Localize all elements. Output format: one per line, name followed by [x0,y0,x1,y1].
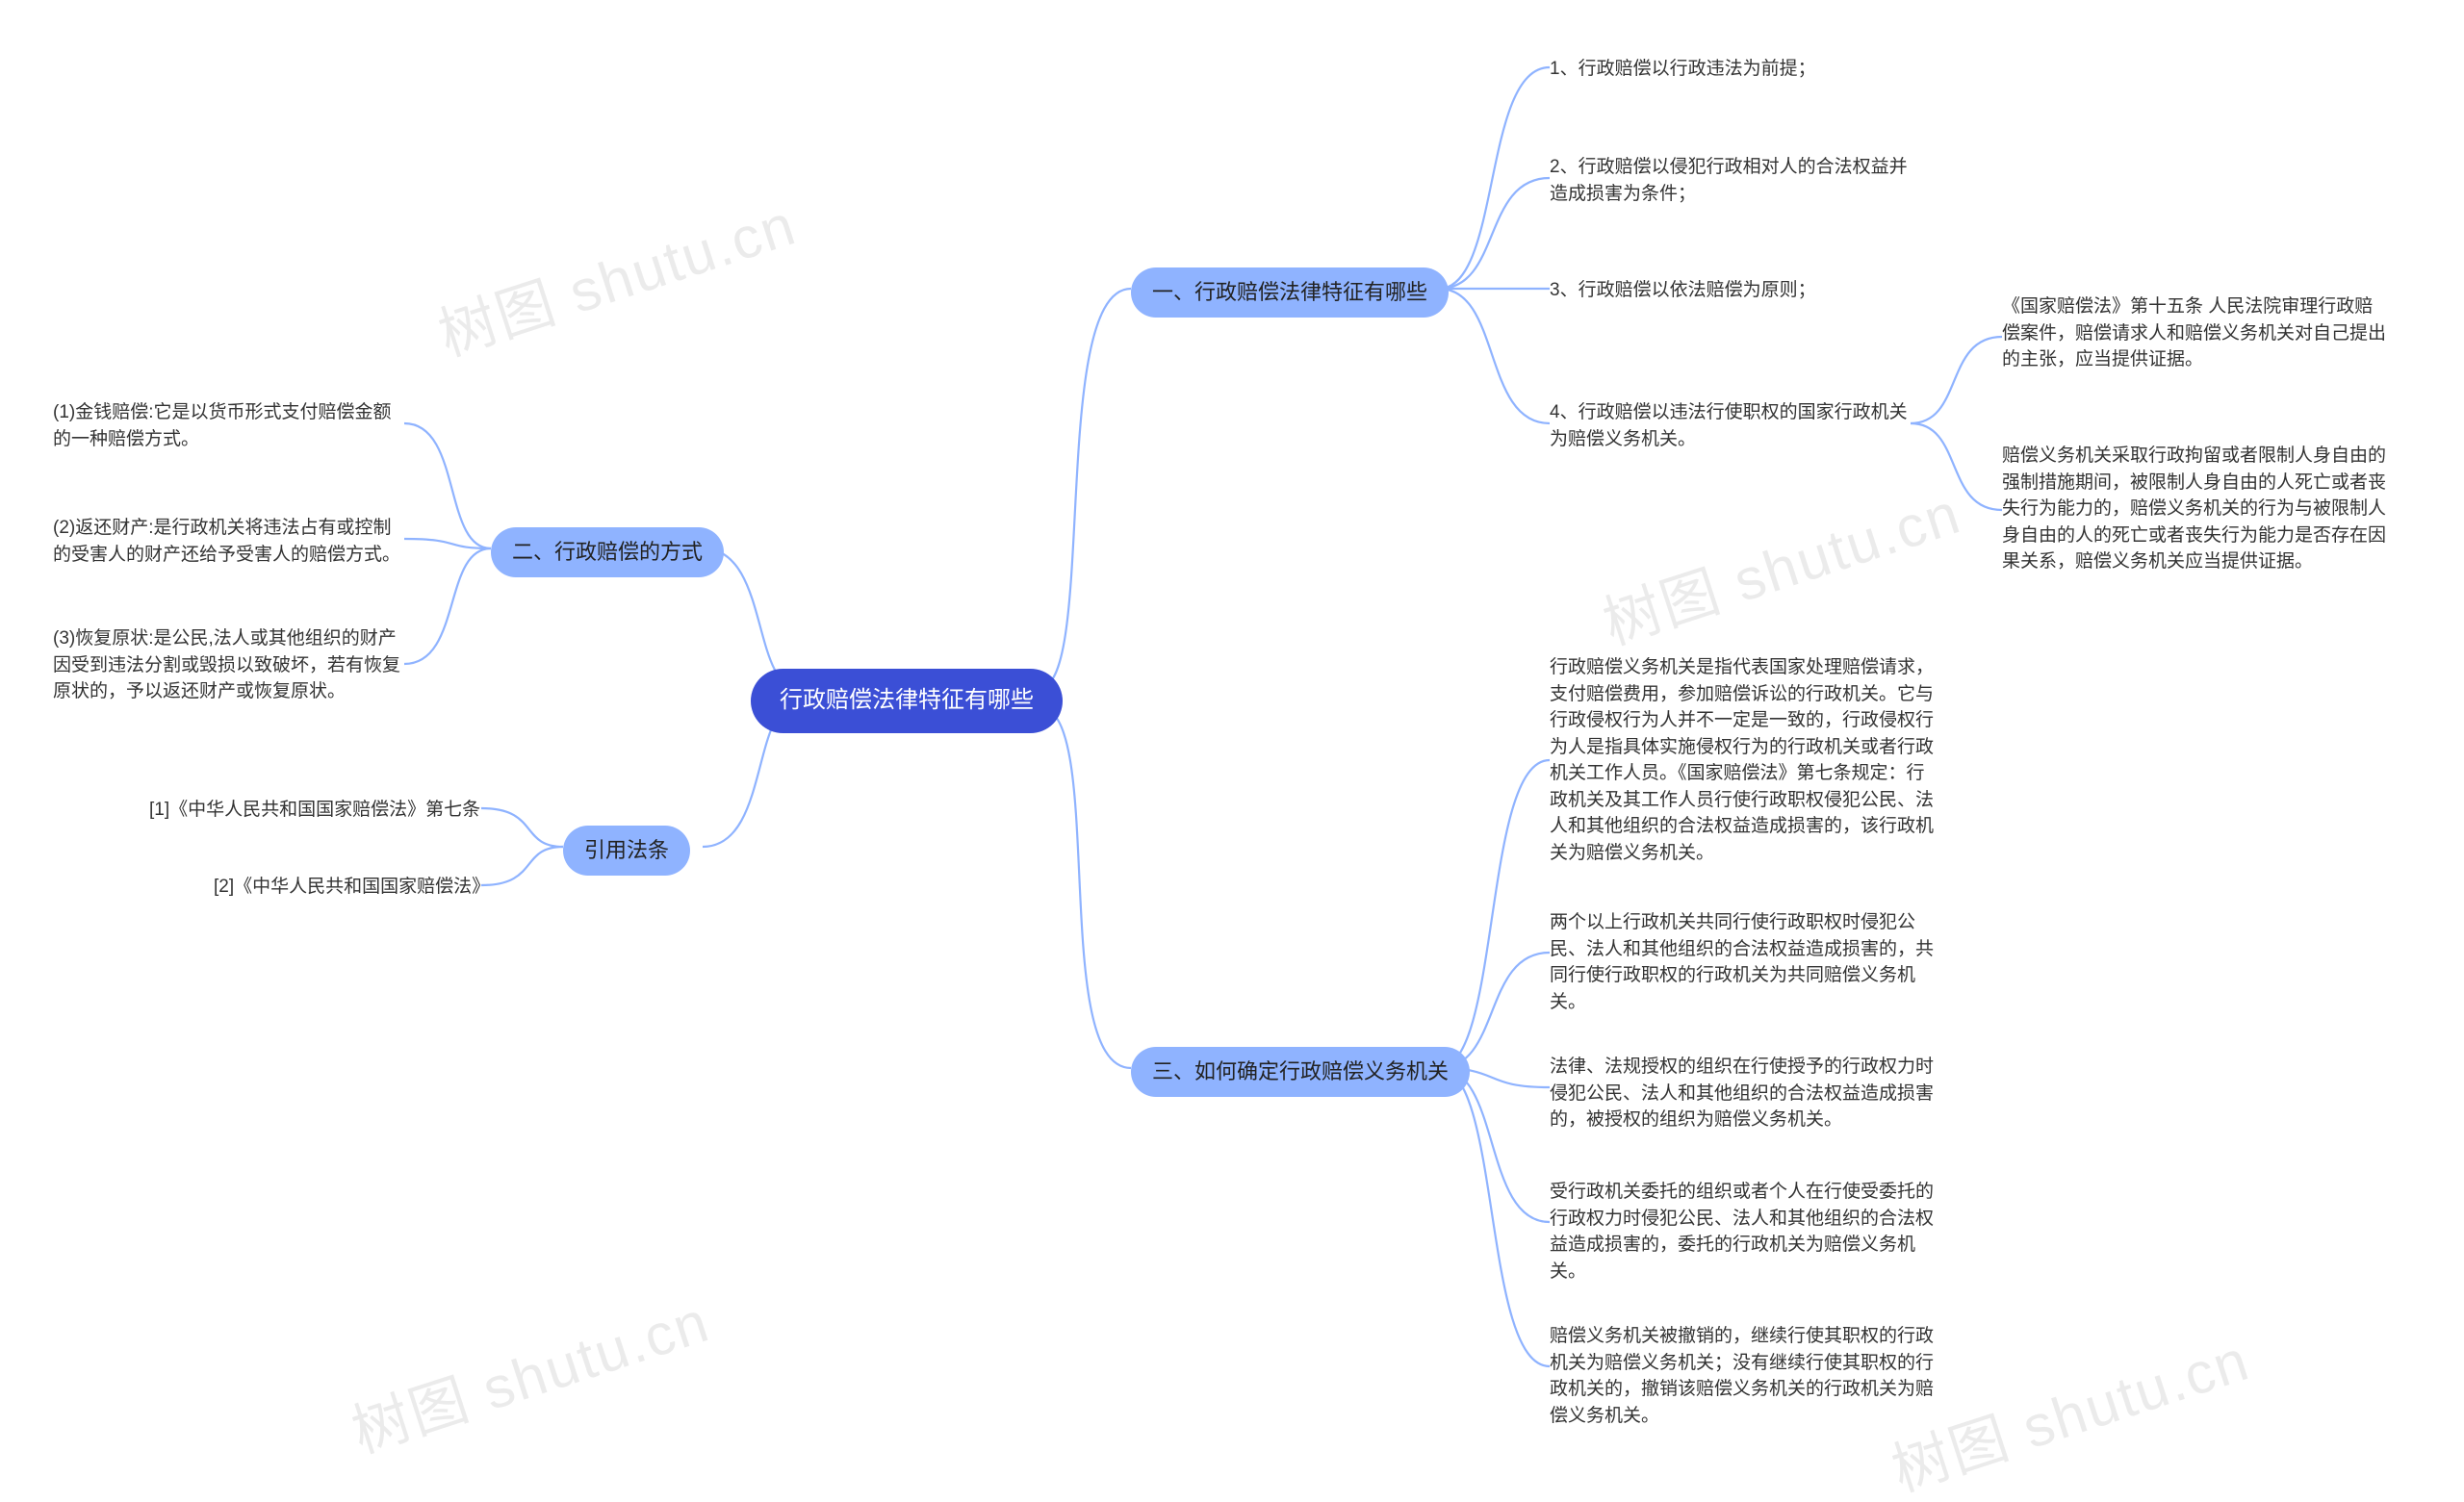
leaf-obligor-2: 两个以上行政机关共同行使行政职权时侵犯公民、法人和其他组织的合法权益造成损害的，… [1550,909,1935,1015]
leaf-obligor-1: 行政赔偿义务机关是指代表国家处理赔偿请求，支付赔偿费用，参加赔偿诉讼的行政机关。… [1550,654,1935,866]
leaf-feature-4: 4、行政赔偿以违法行使职权的国家行政机关为赔偿义务机关。 [1550,399,1915,452]
branch-citations[interactable]: 引用法条 [563,826,690,876]
watermark: 树图 shutu.cn [1591,467,1970,661]
leaf-feature-4a: 《国家赔偿法》第十五条 人民法院审理行政赔偿案件，赔偿请求人和赔偿义务机关对自己… [2002,293,2387,373]
root-node[interactable]: 行政赔偿法律特征有哪些 [751,669,1063,733]
leaf-obligor-4: 受行政机关委托的组织或者个人在行使受委托的行政权力时侵犯公民、法人和其他组织的合… [1550,1179,1935,1285]
connector-layer [0,0,2464,1502]
leaf-method-1: (1)金钱赔偿:它是以货币形式支付赔偿金额的一种赔偿方式。 [53,399,409,452]
leaf-feature-3: 3、行政赔偿以依法赔偿为原则； [1550,277,1816,304]
watermark: 树图 shutu.cn [340,1275,719,1469]
leaf-cite-1: [1]《中华人民共和国国家赔偿法》第七条 [149,797,480,824]
branch-methods[interactable]: 二、行政赔偿的方式 [491,527,724,577]
branch-obligor[interactable]: 三、如何确定行政赔偿义务机关 [1131,1047,1470,1097]
watermark: 树图 shutu.cn [426,178,806,372]
leaf-obligor-3: 法律、法规授权的组织在行使授予的行政权力时侵犯公民、法人和其他组织的合法权益造成… [1550,1054,1935,1133]
leaf-feature-2: 2、行政赔偿以侵犯行政相对人的合法权益并造成损害为条件； [1550,154,1915,207]
leaf-obligor-5: 赔偿义务机关被撤销的，继续行使其职权的行政机关为赔偿义务机关；没有继续行使其职权… [1550,1323,1935,1429]
leaf-method-2: (2)返还财产:是行政机关将违法占有或控制的受害人的财产还给予受害人的赔偿方式。 [53,515,409,568]
leaf-method-3: (3)恢复原状:是公民,法人或其他组织的财产因受到违法分割或毁损以致破坏，若有恢… [53,625,409,705]
leaf-feature-1: 1、行政赔偿以行政违法为前提； [1550,56,1816,83]
branch-features[interactable]: 一、行政赔偿法律特征有哪些 [1131,267,1449,318]
leaf-cite-2: [2]《中华人民共和国国家赔偿法》 [214,874,490,901]
watermark: 树图 shutu.cn [1880,1313,2259,1502]
leaf-feature-4b: 赔偿义务机关采取行政拘留或者限制人身自由的强制措施期间，被限制人身自由的人死亡或… [2002,443,2387,575]
